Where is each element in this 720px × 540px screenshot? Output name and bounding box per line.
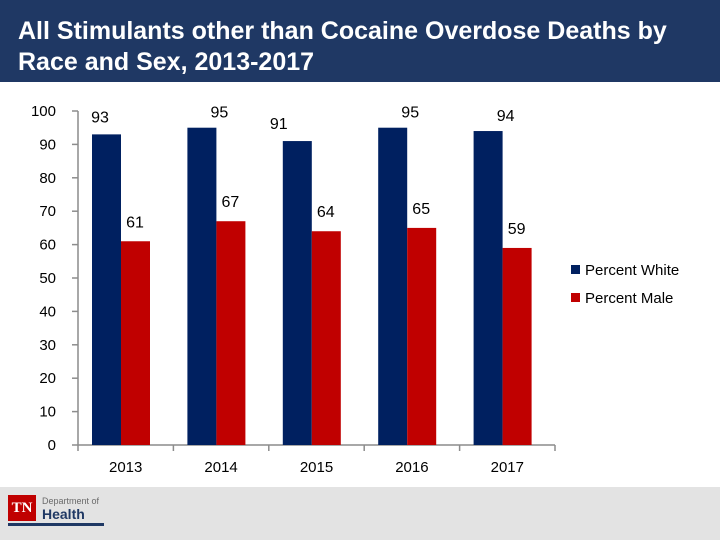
y-tick-label: 0 [48, 437, 56, 454]
data-label-white: 91 [270, 116, 288, 133]
x-tick-label: 2014 [204, 459, 237, 476]
x-tick-label: 2017 [491, 459, 524, 476]
data-label-white: 95 [401, 105, 419, 122]
bar-male-2015 [311, 231, 341, 445]
page-title: All Stimulants other than Cocaine Overdo… [18, 17, 667, 76]
y-tick-label: 60 [39, 237, 56, 254]
x-tick-label: 2015 [300, 459, 333, 476]
bar-male-2017 [502, 247, 532, 445]
y-tick-label: 100 [31, 103, 56, 120]
y-tick-label: 80 [39, 170, 56, 187]
logo-underline [8, 523, 104, 526]
data-label-male: 67 [222, 194, 240, 211]
legend-label-male: Percent Male [585, 290, 673, 307]
y-tick-label: 20 [39, 370, 56, 387]
legend: Percent White Percent Male [571, 262, 679, 307]
data-label-male: 61 [126, 214, 144, 231]
y-tick-label: 40 [39, 303, 56, 320]
bar-male-2013 [121, 241, 150, 445]
legend-swatch-white [571, 265, 580, 274]
data-label-male: 64 [317, 204, 335, 221]
bar-white-2013 [92, 134, 121, 445]
data-label-white: 93 [91, 109, 109, 126]
logo-department-text: Department of [42, 496, 100, 506]
legend-label-white: Percent White [585, 262, 679, 279]
data-label-male: 59 [508, 221, 526, 238]
bar-white-2016 [378, 127, 408, 445]
bar-chart: 0 10 20 30 40 50 60 70 80 90 100 2013 93 61 2014 95 67 2… [31, 103, 679, 476]
footer: TN Department of Health [0, 487, 720, 540]
y-tick-label: 30 [39, 337, 56, 354]
bar-white-2017 [473, 131, 503, 446]
bar-male-2014 [216, 221, 246, 445]
y-tick-label: 70 [39, 203, 56, 220]
data-label-white: 95 [211, 105, 229, 122]
y-tick-label: 50 [39, 270, 56, 287]
data-label-white: 94 [497, 108, 515, 125]
x-tick-label: 2013 [109, 459, 142, 476]
y-tick-label: 90 [39, 136, 56, 153]
bar-male-2016 [407, 227, 437, 445]
data-label-male: 65 [412, 201, 430, 218]
tn-logo: TN [8, 495, 36, 521]
title-bar: All Stimulants other than Cocaine Overdo… [0, 0, 720, 82]
logo-health-text: Health [42, 506, 85, 522]
x-tick-label: 2016 [395, 459, 428, 476]
bar-white-2014 [187, 127, 217, 445]
y-tick-label: 10 [39, 404, 56, 421]
legend-swatch-male [571, 293, 580, 302]
bar-white-2015 [282, 141, 312, 445]
